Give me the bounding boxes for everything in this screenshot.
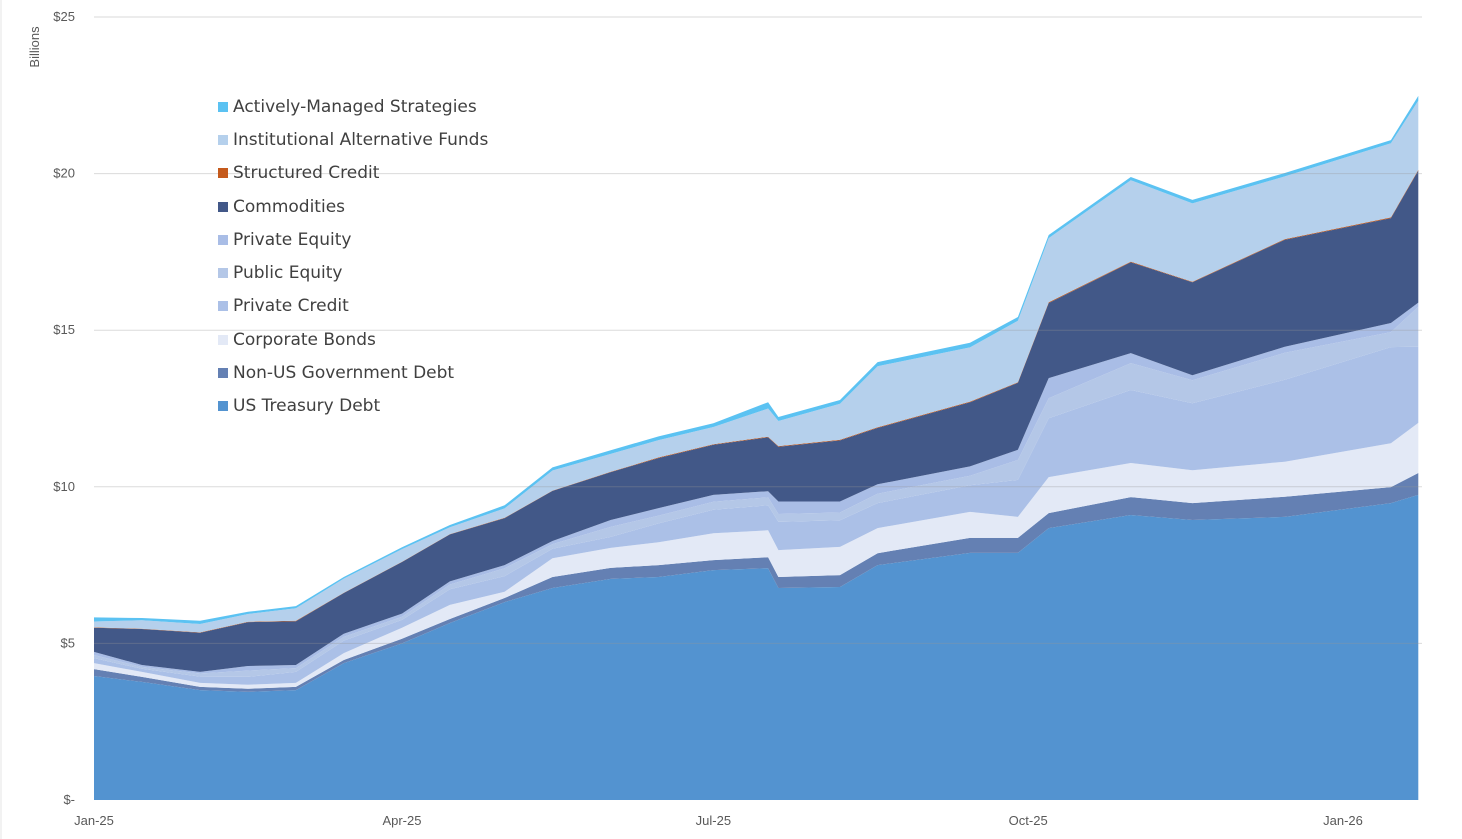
legend-label: US Treasury Debt [233, 396, 381, 417]
legend-label: Actively-Managed Strategies [233, 96, 477, 117]
x-tick-label: Jul-25 [696, 813, 731, 828]
x-tick-label: Jan-25 [74, 813, 114, 828]
area-public-equity [94, 306, 1419, 677]
x-tick-label: Jan-26 [1323, 813, 1363, 828]
y-tick-label: $- [63, 792, 75, 807]
legend-label: Non-US Government Debt [233, 363, 455, 384]
legend-item: Private Equity [218, 223, 488, 256]
legend-item: Public Equity [218, 256, 488, 289]
area-commodities [94, 170, 1419, 672]
area-corporate-bonds [94, 422, 1419, 689]
y-tick-label: $20 [53, 166, 75, 181]
legend-label: Institutional Alternative Funds [233, 129, 489, 150]
legend-label: Private Credit [233, 296, 349, 317]
y-tick-label: $15 [53, 322, 75, 337]
legend-swatch [218, 234, 228, 245]
area-us-treasury-debt [94, 494, 1419, 800]
legend-item: Private Credit [218, 290, 488, 323]
legend-label: Public Equity [233, 263, 343, 284]
legend-item: Non-US Government Debt [218, 356, 488, 389]
legend-swatch [218, 101, 228, 112]
area-private-credit [94, 346, 1419, 685]
gridlines [94, 16, 1422, 644]
legend-swatch [218, 301, 228, 312]
legend-swatch [218, 401, 228, 412]
legend-item: Commodities [218, 190, 488, 223]
legend: Actively-Managed Strategies Institutional… [218, 90, 488, 423]
legend-label: Corporate Bonds [233, 329, 376, 350]
legend-label: Private Equity [233, 229, 352, 250]
legend-swatch [218, 368, 228, 379]
legend-label: Structured Credit [233, 163, 380, 184]
x-axis-ticks: Jan-25 Apr-25 Jul-25 Oct-25 Jan-26 [74, 813, 1363, 828]
legend-swatch [218, 168, 228, 179]
legend-swatch [218, 334, 228, 345]
x-tick-label: Apr-25 [382, 813, 421, 828]
y-axis-label: Billions [27, 26, 42, 68]
area-institutional-alternative-funds [94, 100, 1419, 633]
legend-swatch [218, 134, 228, 145]
y-tick-label: $25 [53, 9, 75, 24]
x-tick-label: Oct-25 [1009, 813, 1048, 828]
y-tick-label: $5 [61, 635, 75, 650]
area-layers [94, 95, 1419, 800]
legend-label: Commodities [233, 196, 346, 217]
legend-item: Structured Credit [218, 157, 488, 190]
y-tick-label: $10 [53, 479, 75, 494]
y-axis-ticks: $- $5 $10 $15 $20 $25 [53, 9, 75, 807]
legend-swatch [218, 201, 228, 212]
legend-item: Institutional Alternative Funds [218, 123, 488, 156]
legend-item: Actively-Managed Strategies [218, 90, 488, 123]
legend-item: US Treasury Debt [218, 390, 488, 423]
legend-item: Corporate Bonds [218, 323, 488, 356]
legend-swatch [218, 268, 228, 279]
